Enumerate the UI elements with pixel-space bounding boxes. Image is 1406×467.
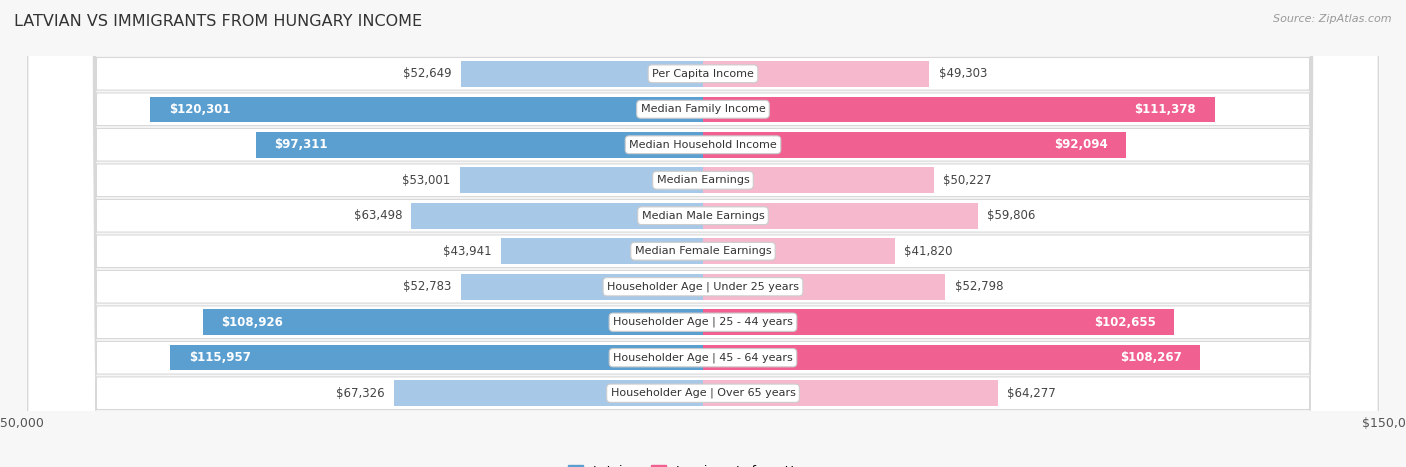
Bar	[501, 239, 703, 264]
Bar	[703, 310, 1174, 335]
Text: Householder Age | 25 - 44 years: Householder Age | 25 - 44 years	[613, 317, 793, 327]
Text: $111,378: $111,378	[1135, 103, 1197, 116]
Bar	[256, 132, 703, 157]
Text: Householder Age | Under 25 years: Householder Age | Under 25 years	[607, 282, 799, 292]
FancyBboxPatch shape	[28, 0, 1378, 467]
Text: LATVIAN VS IMMIGRANTS FROM HUNGARY INCOME: LATVIAN VS IMMIGRANTS FROM HUNGARY INCOM…	[14, 14, 422, 29]
Bar	[703, 168, 934, 193]
Text: $53,001: $53,001	[402, 174, 450, 187]
FancyBboxPatch shape	[28, 0, 1378, 467]
FancyBboxPatch shape	[28, 0, 1378, 467]
FancyBboxPatch shape	[28, 0, 1378, 467]
Text: $52,798: $52,798	[955, 280, 1004, 293]
Text: $67,326: $67,326	[336, 387, 385, 400]
Text: Median Earnings: Median Earnings	[657, 175, 749, 185]
Text: $102,655: $102,655	[1094, 316, 1156, 329]
Bar	[703, 239, 896, 264]
Text: Householder Age | 45 - 64 years: Householder Age | 45 - 64 years	[613, 353, 793, 363]
Bar	[394, 381, 703, 406]
Bar	[703, 203, 977, 228]
Text: $52,649: $52,649	[404, 67, 451, 80]
Text: Householder Age | Over 65 years: Householder Age | Over 65 years	[610, 388, 796, 398]
Text: Median Female Earnings: Median Female Earnings	[634, 246, 772, 256]
Text: $108,926: $108,926	[221, 316, 283, 329]
Text: $52,783: $52,783	[404, 280, 451, 293]
Legend: Latvian, Immigrants from Hungary: Latvian, Immigrants from Hungary	[562, 460, 844, 467]
Bar	[412, 203, 703, 228]
Bar	[461, 274, 703, 299]
Bar	[703, 61, 929, 86]
FancyBboxPatch shape	[28, 0, 1378, 467]
Bar	[461, 61, 703, 86]
Text: Source: ZipAtlas.com: Source: ZipAtlas.com	[1274, 14, 1392, 24]
Text: $49,303: $49,303	[939, 67, 987, 80]
FancyBboxPatch shape	[28, 0, 1378, 467]
Text: $120,301: $120,301	[169, 103, 231, 116]
Text: Median Family Income: Median Family Income	[641, 104, 765, 114]
Text: $50,227: $50,227	[943, 174, 991, 187]
Text: $43,941: $43,941	[443, 245, 492, 258]
Text: Per Capita Income: Per Capita Income	[652, 69, 754, 79]
Text: $97,311: $97,311	[274, 138, 328, 151]
Bar	[703, 132, 1126, 157]
Text: $63,498: $63,498	[354, 209, 402, 222]
FancyBboxPatch shape	[28, 0, 1378, 467]
FancyBboxPatch shape	[28, 0, 1378, 467]
Bar	[703, 274, 945, 299]
Bar	[150, 97, 703, 122]
Text: $115,957: $115,957	[188, 351, 250, 364]
Bar	[460, 168, 703, 193]
Text: Median Household Income: Median Household Income	[628, 140, 778, 150]
Bar	[170, 345, 703, 370]
FancyBboxPatch shape	[28, 0, 1378, 467]
Bar	[202, 310, 703, 335]
Text: $64,277: $64,277	[1008, 387, 1056, 400]
Text: $92,094: $92,094	[1054, 138, 1108, 151]
Bar	[703, 381, 998, 406]
Text: $41,820: $41,820	[904, 245, 953, 258]
Text: $59,806: $59,806	[987, 209, 1035, 222]
Bar	[703, 345, 1201, 370]
Text: Median Male Earnings: Median Male Earnings	[641, 211, 765, 221]
FancyBboxPatch shape	[28, 0, 1378, 467]
Bar	[703, 97, 1215, 122]
Text: $108,267: $108,267	[1121, 351, 1182, 364]
